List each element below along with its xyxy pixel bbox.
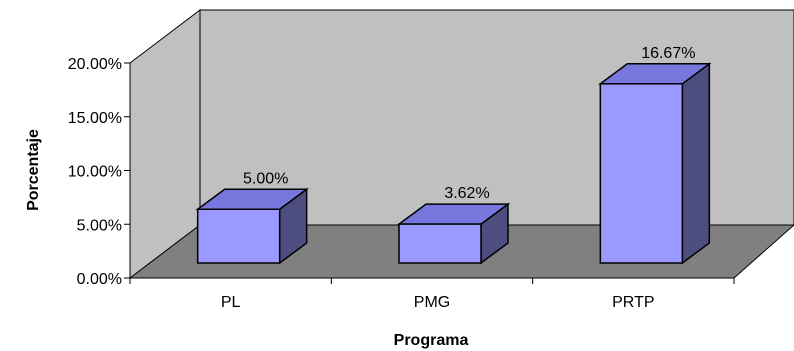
y-axis-title: Porcentaje — [25, 129, 42, 211]
bar — [195, 187, 309, 265]
y-tick-label: 15.00% — [68, 110, 122, 127]
y-tick-label: 0.00% — [77, 271, 122, 288]
bar-side — [681, 62, 711, 265]
y-tick-label: 10.00% — [68, 164, 122, 181]
y-tick-label: 20.00% — [68, 56, 122, 73]
data-label: 3.62% — [444, 185, 489, 202]
bar-front — [196, 208, 281, 264]
bar — [598, 62, 712, 265]
bar-front — [398, 223, 482, 264]
x-tick-label: PRTP — [612, 294, 654, 311]
x-tick-label: PMG — [414, 294, 450, 311]
x-axis-title: Programa — [394, 332, 469, 349]
data-label: 16.67% — [641, 45, 695, 62]
y-tick-label: 5.00% — [77, 217, 122, 234]
bar-front — [599, 83, 684, 264]
bar — [396, 202, 511, 265]
x-tick-label: PL — [221, 294, 241, 311]
data-label: 5.00% — [243, 170, 288, 187]
